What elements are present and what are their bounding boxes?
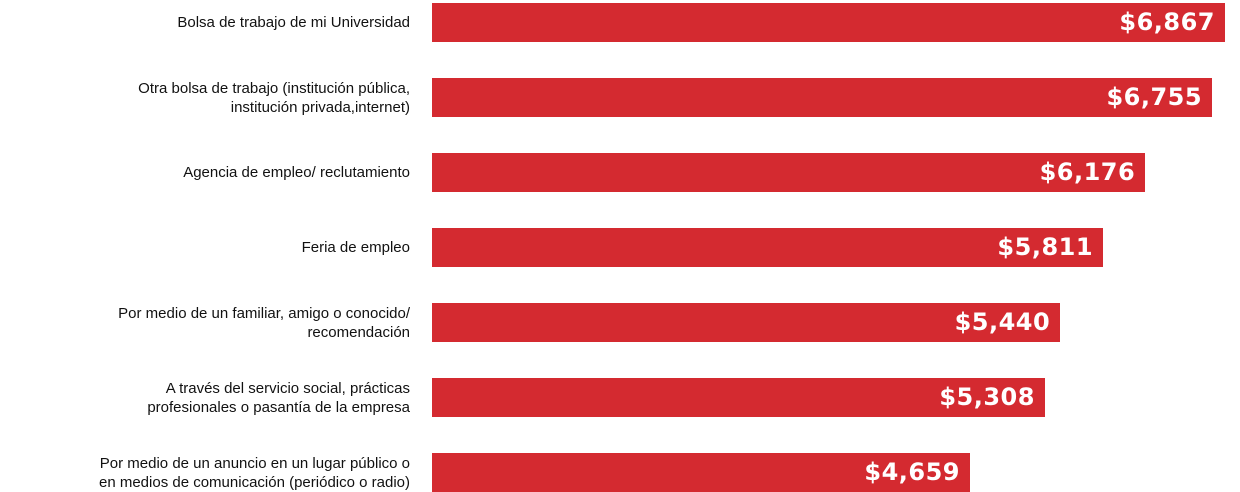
category-label: Agencia de empleo/ reclutamiento: [183, 164, 410, 181]
bar: $6,755: [432, 78, 1213, 117]
category-label: Por medio de un familiar, amigo o conoci…: [118, 304, 410, 341]
category-label: A través del servicio social, prácticas …: [147, 379, 410, 416]
bar-value-label: $4,659: [864, 458, 961, 486]
category-label: Bolsa de trabajo de mi Universidad: [177, 14, 410, 31]
category-label: Por medio de un anuncio en un lugar públ…: [98, 454, 410, 491]
bar: $5,440: [432, 303, 1061, 342]
bar-value-label: $6,867: [1119, 8, 1215, 36]
bar: $5,308: [432, 378, 1045, 417]
bar: $6,176: [432, 153, 1146, 192]
category-label: Otra bolsa de trabajo (institución públi…: [138, 79, 410, 116]
category-label: Feria de empleo: [301, 239, 410, 256]
bar-value-label: $5,440: [954, 308, 1051, 336]
bar-value-label: $6,176: [1039, 158, 1136, 186]
bar: $4,659: [432, 453, 971, 492]
bar-value-label: $6,755: [1106, 83, 1203, 111]
bar: $6,867: [432, 3, 1225, 42]
bar: $5,811: [432, 228, 1104, 267]
bar-value-label: $5,811: [997, 233, 1094, 261]
bar-value-label: $5,308: [939, 383, 1035, 411]
